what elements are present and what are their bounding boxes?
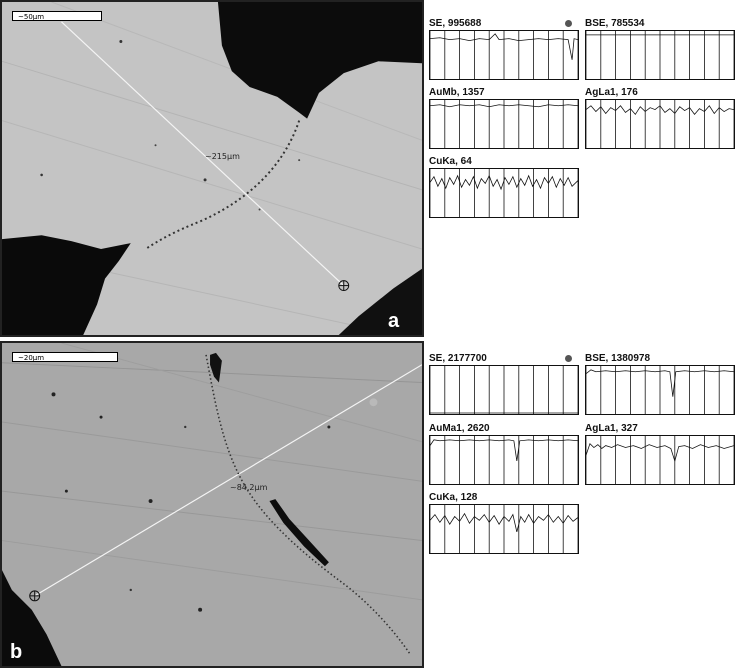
panel-b: ~20µm ~84.2µm b SE, 2177700 BSE, 1380978… <box>0 341 737 668</box>
scale-bar-b: ~20µm <box>12 352 118 362</box>
panel-letter-b: b <box>10 641 23 663</box>
profile-ticks <box>430 436 578 484</box>
sem-image-b: ~20µm ~84.2µm b <box>0 341 424 668</box>
profile-ticks <box>430 31 578 79</box>
profile-plot <box>429 435 579 485</box>
profile-title: AgLa1, 327 <box>585 423 638 434</box>
dark-inclusion-top <box>217 2 422 119</box>
panel-letter-a: a <box>388 310 400 332</box>
profile-title: SE, 995688 <box>429 18 482 29</box>
profile-plot <box>585 365 735 415</box>
sem-image-b-graphic <box>2 343 422 666</box>
profile-plot <box>429 99 579 149</box>
profile-ticks <box>430 366 578 414</box>
profiles-a: SE, 995688 BSE, 785534 AuMb, 1357 AgLa1,… <box>427 0 737 337</box>
inclusion-top-b <box>210 352 222 383</box>
profile-title: BSE, 1380978 <box>585 353 651 364</box>
profile-plot <box>429 504 579 554</box>
profile-plot <box>585 435 735 485</box>
profile-plot <box>429 168 579 218</box>
profile-title: CuKa, 64 <box>429 156 472 167</box>
profile-plot <box>585 30 735 80</box>
profile-ticks <box>586 436 734 484</box>
dark-inclusion-bottom-left <box>2 235 131 335</box>
profile-plot <box>429 365 579 415</box>
profile-ticks <box>586 31 734 79</box>
profile-ticks <box>586 366 734 414</box>
sem-image-a: ~50µm ~215µm a <box>0 0 424 337</box>
profile-ticks <box>430 505 578 553</box>
profile-title: AgLa1, 176 <box>585 87 638 98</box>
profile-ticks <box>586 100 734 148</box>
line-scan-a <box>61 21 345 287</box>
inclusion-elongated-b <box>269 499 329 567</box>
profile-title: BSE, 785534 <box>585 18 645 29</box>
panel-divider <box>0 337 737 341</box>
scale-bar-a: ~50µm <box>12 11 102 21</box>
scan-distance-label-b: ~84.2µm <box>230 483 268 492</box>
dark-inclusion-bottom-left-b <box>2 570 62 666</box>
line-scan-b <box>34 364 422 597</box>
marker-dot <box>565 20 572 27</box>
profile-plot <box>585 99 735 149</box>
marker-dot <box>565 355 572 362</box>
profile-ticks <box>430 100 578 148</box>
dark-inclusion-bottom-right <box>338 268 422 335</box>
profile-title: AuMb, 1357 <box>429 87 485 98</box>
profile-plot <box>429 30 579 80</box>
sem-image-a-graphic <box>2 2 422 335</box>
scan-distance-label-a: ~215µm <box>205 152 240 161</box>
profiles-b: SE, 2177700 BSE, 1380978 AuMa1, 2620 AgL… <box>427 341 737 668</box>
panel-a: ~50µm ~215µm a SE, 995688 BSE, 785534 Au… <box>0 0 737 337</box>
profile-ticks <box>430 169 578 217</box>
profile-title: AuMa1, 2620 <box>429 423 490 434</box>
profile-title: SE, 2177700 <box>429 353 487 364</box>
profile-title: CuKa, 128 <box>429 492 478 503</box>
